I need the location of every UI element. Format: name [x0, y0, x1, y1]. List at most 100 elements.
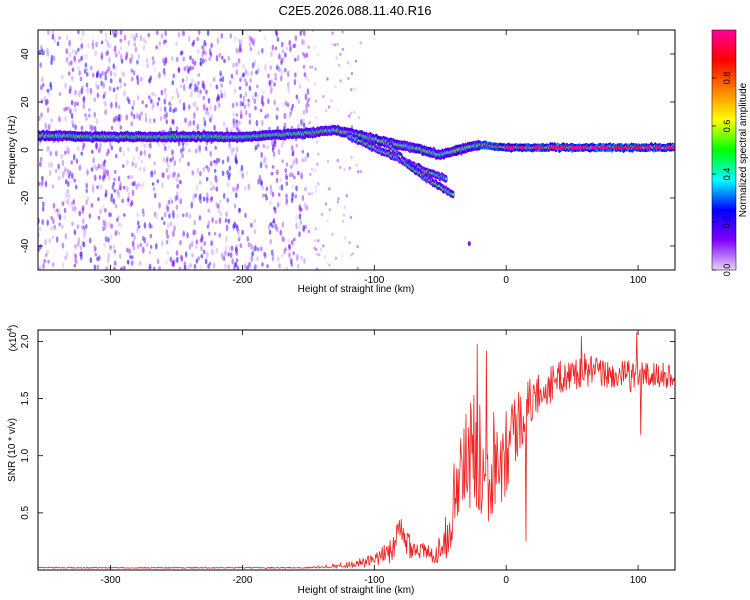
- spectrogram-noise-cell: [215, 186, 219, 192]
- spectrogram-noise-cell: [335, 56, 338, 60]
- spectrogram-noise-cell: [153, 161, 156, 166]
- spectrogram-noise-cell: [187, 35, 191, 43]
- spectrogram-noise-cell: [73, 229, 77, 236]
- spectrogram-noise-cell: [274, 46, 278, 51]
- spectrogram-noise-cell: [235, 101, 239, 107]
- spectrogram-noise-cell: [350, 124, 354, 129]
- spectrogram-noise-cell: [234, 192, 238, 199]
- spectrogram-noise-cell: [146, 63, 149, 69]
- spectrogram-noise-cell: [202, 95, 206, 101]
- spectrogram-noise-cell: [247, 263, 250, 270]
- spectrogram-noise-cell: [141, 208, 145, 214]
- spectrogram-noise-cell: [133, 234, 136, 242]
- spectrogram-noise-cell: [328, 208, 332, 212]
- spectrogram-noise-cell: [81, 145, 85, 151]
- spectrogram-noise-cell: [269, 65, 273, 71]
- spectrogram-noise-cell: [112, 63, 116, 70]
- spectrogram-noise-cell: [298, 213, 302, 220]
- spectrogram-noise-cell: [271, 44, 275, 51]
- spectrogram-noise-cell: [150, 98, 153, 104]
- spectrogram-peak-cell: [506, 146, 515, 149]
- spectrogram-noise-cell: [132, 70, 136, 76]
- spectrogram-noise-cell: [87, 42, 90, 49]
- spectrogram-noise-cell: [228, 141, 231, 149]
- spectrogram-noise-cell: [290, 165, 293, 169]
- spectrogram-noise-cell: [290, 240, 294, 245]
- spectrogram-noise-cell: [192, 193, 196, 200]
- spectrogram-noise-cell: [354, 59, 358, 63]
- spectrogram-noise-cell: [229, 147, 233, 152]
- spectrogram-noise-cell: [239, 93, 243, 99]
- spectrogram-noise-cell: [141, 140, 144, 147]
- spectrogram-noise-cell: [271, 191, 275, 198]
- spectrogram-noise-cell: [315, 140, 319, 144]
- spectrogram-noise-cell: [276, 202, 280, 208]
- spectrogram-noise-cell: [305, 205, 309, 211]
- spectrogram-noise-cell: [202, 166, 206, 172]
- spectrogram-noise-cell: [277, 192, 281, 197]
- spectrogram-noise-cell: [210, 113, 213, 121]
- spectrogram-noise-cell: [80, 55, 83, 62]
- spectrogram-noise-cell: [183, 261, 187, 268]
- spectrogram-noise-cell: [194, 83, 197, 90]
- spectrogram-noise-cell: [132, 156, 135, 162]
- spectrogram-noise-cell: [197, 72, 201, 77]
- spectrogram-noise-cell: [61, 171, 65, 179]
- spectrogram-noise-cell: [136, 59, 139, 65]
- spectrogram-noise-cell: [244, 91, 248, 98]
- spectrogram-noise-cell: [264, 193, 268, 198]
- spectrogram-noise-cell: [262, 143, 266, 148]
- spectrogram-noise-cell: [119, 84, 123, 89]
- spectrogram-noise-cell: [156, 101, 160, 107]
- spectrogram-noise-cell: [140, 159, 144, 164]
- spectrogram-noise-cell: [77, 237, 81, 244]
- spectrogram-noise-cell: [144, 103, 148, 108]
- spectrogram-noise-cell: [118, 222, 121, 227]
- x-tick-label: -300: [101, 575, 121, 586]
- spectrogram-noise-cell: [241, 229, 244, 235]
- spectrogram-noise-cell: [230, 73, 234, 79]
- spectrogram-noise-cell: [283, 122, 287, 128]
- spectrogram-noise-cell: [289, 45, 292, 52]
- spectrogram-noise-cell: [123, 34, 127, 41]
- spectrogram-x-ticks: -300 -200 -100 0 100: [101, 30, 647, 286]
- spectrogram-noise-cell: [240, 38, 244, 46]
- spectrogram-noise-cell: [232, 186, 235, 193]
- spectrogram-noise-cell: [84, 62, 88, 68]
- spectrogram-noise-cell: [113, 177, 116, 182]
- spectrogram-noise-cell: [179, 179, 182, 185]
- spectrogram-noise-cell: [142, 246, 145, 254]
- spectrogram-noise-cell: [163, 106, 167, 112]
- spectrogram-noise-cell: [291, 149, 295, 157]
- spectrogram-noise-cell: [99, 162, 102, 169]
- spectrogram-noise-cell: [291, 103, 295, 108]
- spectrogram-noise-cell: [236, 265, 240, 270]
- spectrogram-noise-cell: [76, 146, 80, 152]
- spectrogram-noise-cell: [118, 77, 122, 84]
- spectrogram-noise-cell: [272, 220, 275, 224]
- spectrogram-noise-cell: [155, 45, 158, 50]
- spectrogram-noise-cell: [66, 188, 69, 195]
- spectrogram-noise-cell: [130, 255, 134, 260]
- spectrogram-noise-cell: [75, 260, 78, 265]
- spectrogram-noise-cell: [269, 238, 273, 245]
- spectrogram-noise-cell: [198, 215, 202, 221]
- spectrogram-noise-cell: [166, 234, 169, 239]
- spectrogram-noise-cell: [350, 71, 354, 76]
- spectrogram-noise-cell: [254, 145, 258, 150]
- spectrogram-noise-cell: [187, 161, 190, 167]
- spectrogram-noise-cell: [239, 243, 243, 249]
- spectrogram-noise-cell: [274, 76, 277, 81]
- spectrogram-noise-cell: [192, 229, 196, 236]
- spectrogram-noise-cell: [191, 170, 195, 176]
- spectrogram-noise-cell: [220, 253, 224, 261]
- spectrogram-noise-cell: [295, 143, 299, 148]
- spectrogram-noise-cell: [303, 39, 306, 46]
- spectrogram-noise-cell: [281, 49, 285, 54]
- spectrogram-noise-cell: [172, 73, 176, 79]
- spectrogram-noise-cell: [284, 52, 287, 58]
- spectrogram-noise-cell: [90, 203, 94, 208]
- spectrogram-noise-cell: [132, 245, 136, 251]
- spectrogram-noise-cell: [304, 224, 307, 229]
